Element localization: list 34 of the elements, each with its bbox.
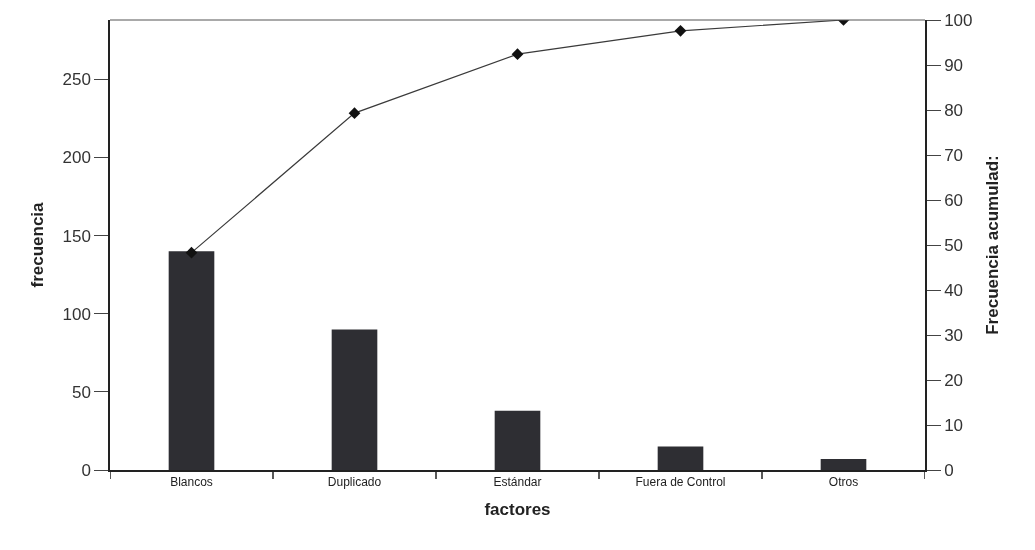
y-tick-label: 0 [81,460,91,480]
y2-tick-label: 70 [944,145,964,165]
y2-tick-label: 50 [944,235,964,255]
x-tick-label: Duplicado [327,475,382,490]
x-tick-label: Otros [828,475,859,490]
y2-tick-label: 10 [944,415,964,435]
x-tick-label: Estándar [493,475,542,490]
point [511,48,524,61]
y-axis-title: frecuencia [27,201,47,288]
point [185,246,198,259]
point [348,107,361,119]
bar [820,459,867,470]
y-tick-label: 150 [62,226,91,246]
y2-tick-label: 100 [944,10,973,30]
y2-tick-label: 40 [944,280,964,300]
y2-tick-label: 30 [944,325,964,345]
x-tick-label: Blancos [170,475,213,490]
x-axis-title: factores [484,500,551,520]
y-tick-label: 200 [62,148,91,168]
y-tick-label: 250 [62,70,91,90]
bar [657,446,704,470]
y2-axis-title: Frecuencia acumulad: [983,155,1003,335]
y2-tick-label: 0 [944,460,954,480]
x-tick-label: Fuera de Control [635,475,726,490]
bar [494,410,541,470]
bar [331,329,378,470]
y2-tick-label: 60 [944,190,964,210]
y2-tick-label: 90 [944,55,964,75]
y2-tick-label: 80 [944,100,964,120]
y2-tick-label: 20 [944,370,964,390]
point [674,24,687,37]
bar [168,251,215,470]
y-tick-label: 100 [62,304,91,324]
y-tick-label: 50 [71,382,91,402]
